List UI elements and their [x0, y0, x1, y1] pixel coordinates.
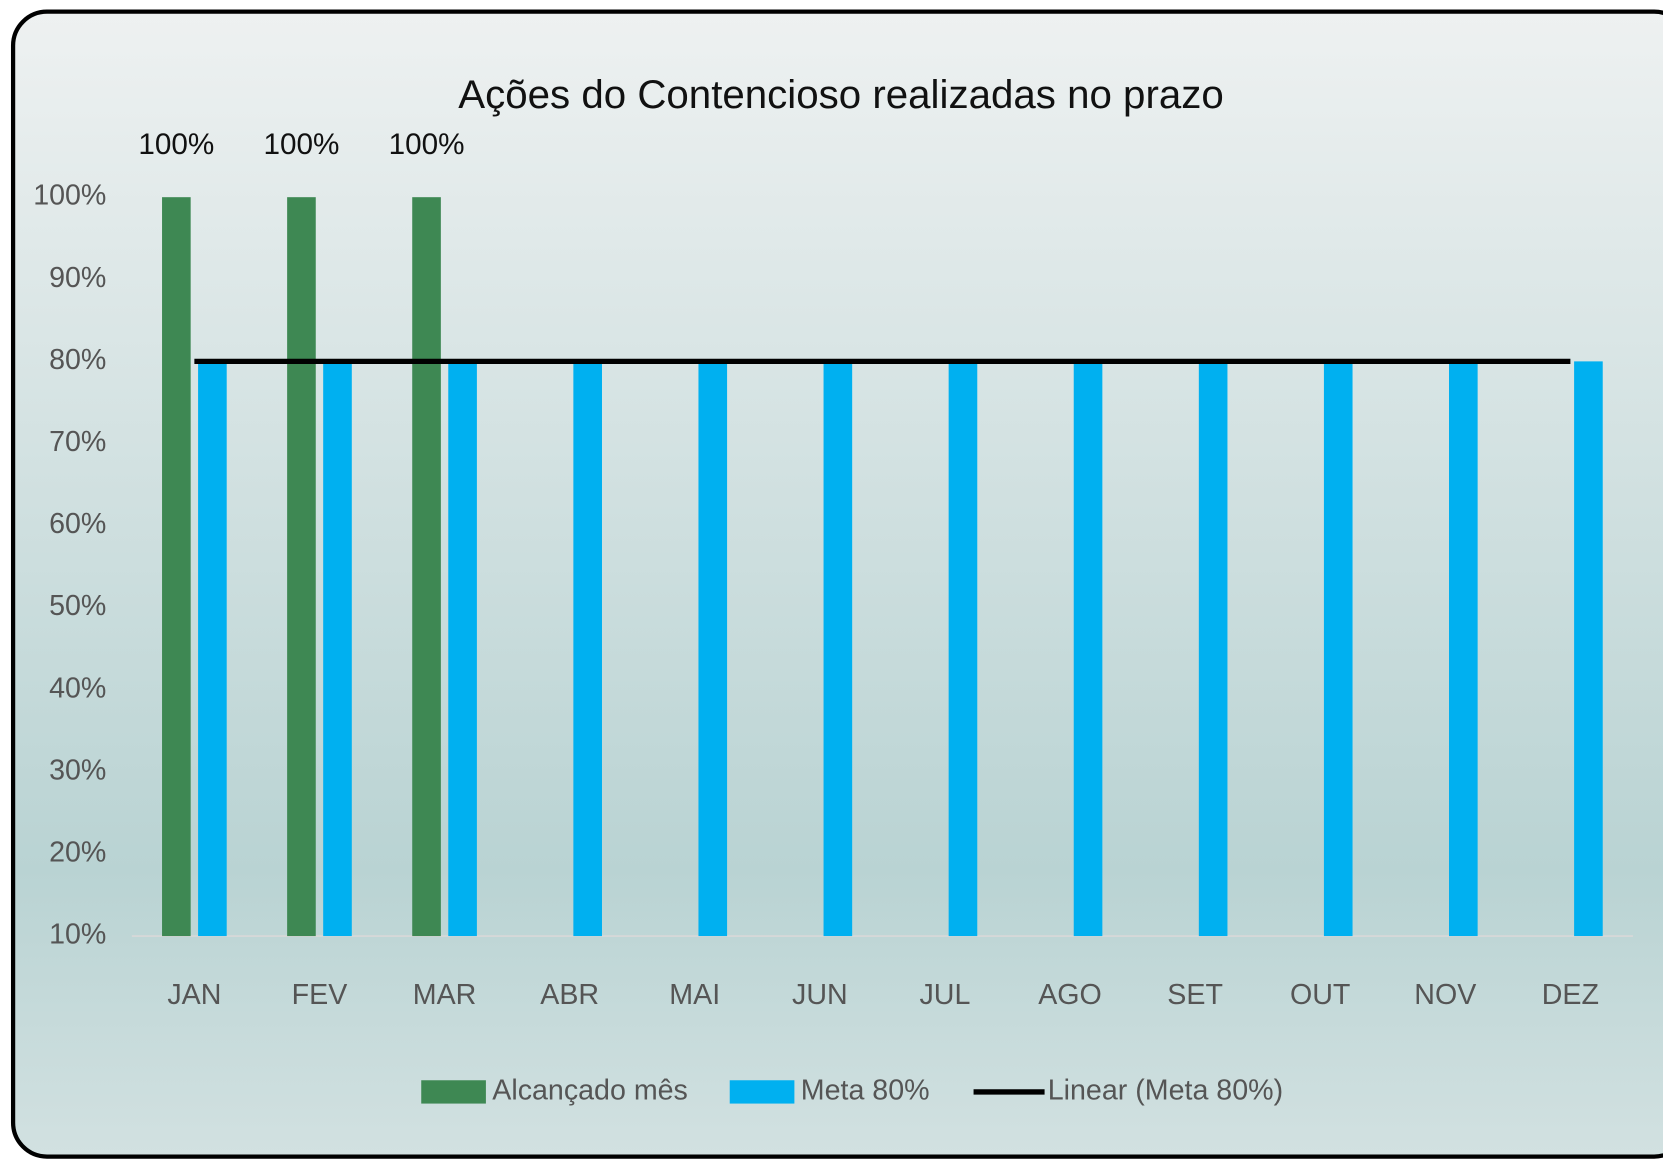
x-tick-label: FEV — [292, 979, 348, 1011]
y-tick-label: 40% — [49, 672, 106, 704]
bar — [162, 197, 191, 937]
bar — [448, 361, 477, 937]
y-tick-label: 20% — [49, 837, 106, 869]
x-tick-label: MAI — [669, 979, 720, 1011]
bar — [323, 361, 352, 937]
x-tick-label: JUN — [792, 979, 848, 1011]
y-tick-label: 100% — [33, 180, 106, 212]
y-tick-label: 10% — [49, 919, 106, 951]
y-tick-label: 80% — [49, 344, 106, 376]
chart-title: Ações do Contencioso realizadas no prazo — [458, 72, 1224, 117]
bar — [1574, 361, 1603, 937]
x-tick-label: JUL — [919, 979, 970, 1011]
x-tick-label: OUT — [1290, 979, 1350, 1011]
legend-swatch — [421, 1080, 486, 1104]
y-tick-label: 70% — [49, 426, 106, 458]
bar — [1323, 361, 1353, 937]
data-label: 100% — [138, 128, 214, 161]
bar — [287, 197, 316, 937]
legend-swatch — [729, 1080, 795, 1104]
bar — [1449, 361, 1478, 937]
bar — [698, 361, 728, 937]
legend-label: Linear (Meta 80%) — [1048, 1074, 1283, 1106]
y-tick-label: 30% — [49, 754, 106, 786]
legend-label: Meta 80% — [801, 1074, 930, 1106]
data-label: 100% — [389, 128, 465, 161]
bar — [412, 197, 441, 937]
bar — [823, 361, 853, 937]
x-tick-label: MAR — [413, 979, 477, 1011]
legend-label: Alcançado mês — [492, 1074, 688, 1106]
bar — [1198, 361, 1228, 937]
y-tick-label: 60% — [49, 508, 106, 540]
x-tick-label: ABR — [540, 979, 599, 1011]
data-label: 100% — [264, 128, 340, 161]
y-tick-label: 50% — [49, 590, 106, 622]
bar — [198, 361, 227, 937]
x-tick-label: SET — [1167, 979, 1223, 1011]
x-tick-label: NOV — [1414, 979, 1476, 1011]
x-tick-label: AGO — [1038, 979, 1102, 1011]
bar — [573, 361, 602, 937]
bar — [1073, 361, 1103, 937]
x-tick-label: DEZ — [1542, 979, 1599, 1011]
x-tick-label: JAN — [167, 979, 221, 1011]
bar — [948, 361, 978, 937]
y-tick-label: 90% — [49, 262, 106, 294]
